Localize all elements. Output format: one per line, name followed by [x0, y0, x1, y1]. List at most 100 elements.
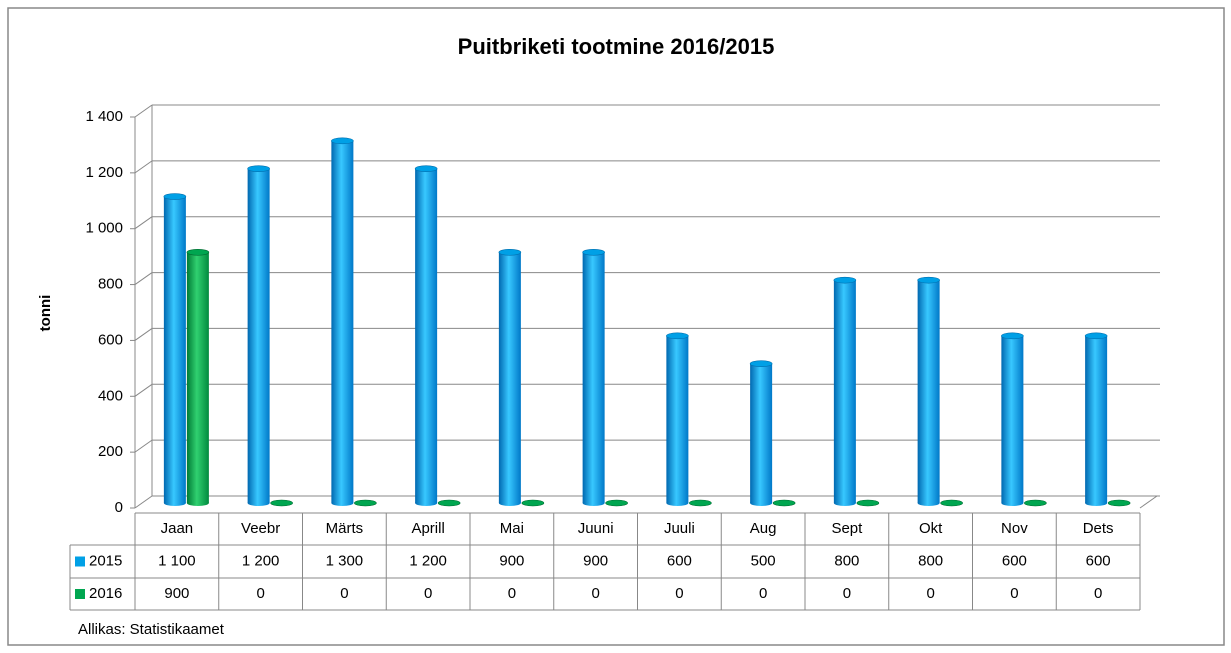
bar-base [582, 500, 605, 506]
grid-line-side [134, 383, 153, 397]
bar [186, 252, 209, 503]
bar-cap [186, 248, 210, 256]
table-value: 0 [1094, 585, 1102, 602]
bar-cap [331, 137, 354, 145]
grid-line-side [134, 216, 153, 230]
legend-swatch [75, 556, 85, 567]
bar-base [186, 500, 209, 506]
y-tick-label: 1 000 [85, 220, 123, 237]
table-value: 0 [926, 585, 934, 602]
bar [1085, 335, 1108, 503]
bar-cap [247, 165, 270, 173]
bar-cap [498, 248, 522, 256]
bar [666, 335, 689, 503]
y-axis-title: tonni [37, 295, 54, 332]
grid-line-side [134, 272, 153, 285]
x-tick-label: Juuli [664, 520, 695, 537]
x-tick-label: Aug [750, 520, 777, 537]
table-value: 600 [667, 552, 692, 569]
table-value: 0 [256, 585, 264, 602]
bar-cap [1084, 332, 1108, 340]
bar-base [163, 500, 186, 506]
chart-title: Puitbriketi tootmine 2016/2015 [458, 34, 775, 59]
table-value: 1 200 [242, 552, 280, 569]
bar-cap [856, 499, 880, 507]
table-value: 500 [751, 552, 776, 569]
grid-line-side [134, 328, 153, 341]
x-tick-label: Sept [831, 520, 863, 537]
bar-cap [270, 499, 293, 507]
bar [750, 363, 773, 503]
bar-base [917, 500, 940, 506]
bar [498, 252, 521, 503]
bar [1001, 335, 1024, 503]
x-tick-label: Jaan [161, 520, 194, 537]
bar-cap [940, 499, 963, 507]
y-tick-label: 1 400 [85, 108, 123, 125]
table-value: 900 [164, 585, 189, 602]
bar-base [1085, 500, 1108, 506]
bar-base [1001, 500, 1024, 506]
bar-base [247, 500, 270, 506]
bar-cap [772, 499, 796, 507]
bar-base [833, 500, 856, 506]
table-value: 600 [1002, 552, 1027, 569]
bar-base [666, 500, 689, 506]
floor-edge [1139, 495, 1158, 509]
bar-cap [666, 332, 689, 340]
bar-cap [1107, 499, 1131, 507]
table-value: 800 [834, 552, 859, 569]
bar-cap [833, 276, 857, 284]
y-tick-label: 0 [115, 499, 123, 516]
y-tick-label: 800 [98, 276, 123, 293]
grid-line-side [134, 104, 153, 118]
bar-base [415, 500, 438, 506]
table-value: 1 200 [409, 552, 447, 569]
y-tick-label: 600 [98, 331, 123, 348]
x-tick-label: Aprill [411, 520, 444, 537]
bar [917, 280, 940, 503]
table-value: 1 100 [158, 552, 196, 569]
table-value: 0 [424, 585, 432, 602]
table-value: 0 [340, 585, 348, 602]
bar-cap [1001, 332, 1024, 340]
bar [163, 196, 186, 504]
x-tick-label: Mai [500, 520, 524, 537]
y-tick-label: 200 [98, 443, 123, 460]
table-value: 0 [591, 585, 599, 602]
bar [415, 168, 438, 503]
grid-line-side [134, 495, 153, 509]
bar [833, 280, 856, 503]
bar-cap [582, 248, 605, 256]
legend-label: 2015 [89, 552, 122, 569]
table-value: 1 300 [326, 552, 364, 569]
bar-cap [689, 499, 712, 507]
legend-swatch [75, 589, 85, 599]
bar [331, 140, 354, 503]
bar-cap [917, 276, 940, 284]
source-note: Allikas: Statistikaamet [78, 621, 225, 638]
x-tick-label: Märts [326, 520, 364, 537]
bar-cap [354, 499, 377, 507]
table-value: 0 [508, 585, 516, 602]
table-value: 0 [843, 585, 851, 602]
bar-cap [605, 499, 628, 507]
table-value: 600 [1086, 552, 1111, 569]
table-value: 0 [675, 585, 683, 602]
x-tick-label: Dets [1083, 520, 1114, 537]
legend-label: 2016 [89, 585, 122, 602]
bar-cap [414, 165, 438, 173]
table-value: 900 [583, 552, 608, 569]
bar-cap [749, 360, 773, 368]
chart-frame [7, 7, 1225, 646]
bar-cap [437, 499, 461, 507]
x-tick-label: Okt [919, 520, 943, 537]
table-value: 0 [759, 585, 767, 602]
table-value: 800 [918, 552, 943, 569]
bar-base [750, 500, 773, 506]
table-value: 0 [1010, 585, 1018, 602]
bar-base [498, 500, 521, 506]
x-tick-label: Veebr [241, 520, 280, 537]
y-tick-label: 1 200 [85, 164, 123, 181]
